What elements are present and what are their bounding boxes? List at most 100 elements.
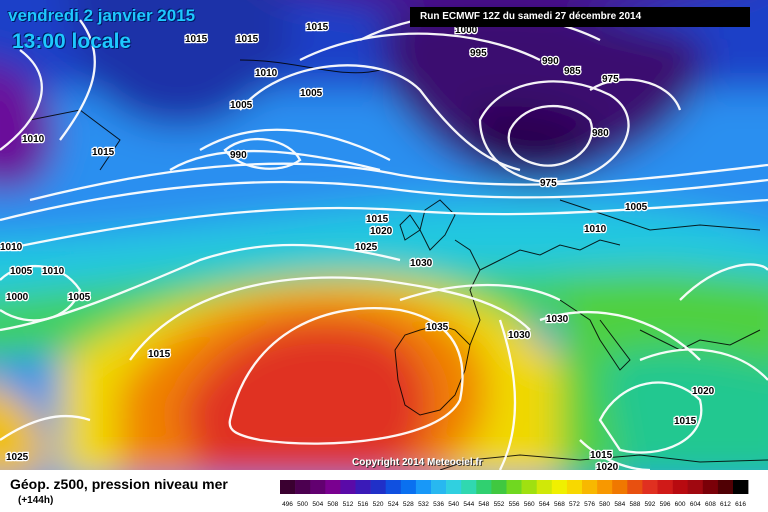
scale-label: 500 (297, 501, 308, 508)
scale-swatch (672, 480, 688, 494)
isobar-label: 1000 (6, 292, 29, 303)
isobar-label: 1015 (148, 349, 171, 360)
isobar-label: 1020 (596, 462, 619, 470)
scale-label: 544 (463, 501, 474, 508)
scale-swatch (551, 480, 568, 494)
scale-label: 596 (660, 501, 671, 508)
isobar-label: 975 (602, 74, 619, 85)
scale-swatch (657, 480, 673, 494)
scale-swatch (733, 480, 749, 494)
isobar-label: 990 (542, 56, 559, 67)
scale-label: 616 (735, 501, 746, 508)
scale-swatch (431, 480, 447, 494)
scale-swatch (536, 480, 553, 494)
scale-swatch (491, 480, 507, 494)
scale-label: 612 (720, 501, 731, 508)
scale-label: 580 (599, 501, 610, 508)
scale-swatch (370, 480, 386, 494)
scale-label: 532 (418, 501, 429, 508)
isobar-label: 1025 (355, 242, 378, 253)
scale-swatch (582, 480, 598, 494)
scale-swatch (340, 480, 356, 494)
scale-label: 508 (327, 501, 338, 508)
forecast-time: 13:00 locale (12, 30, 132, 53)
scale-swatch (280, 480, 296, 494)
isobar-label: 995 (470, 48, 487, 59)
scale-swatch (400, 480, 417, 494)
scale-label: 564 (539, 501, 550, 508)
weather-map: 1015 1015 1015 1000 995 990 985 975 980 … (0, 0, 768, 470)
scale-label: 496 (282, 501, 293, 508)
scale-label: 504 (312, 501, 323, 508)
legend-bar: Géop. z500, pression niveau mer (+144h) … (0, 470, 768, 512)
scale-label: 548 (478, 501, 489, 508)
scale-swatch (295, 480, 311, 494)
forecast-date: vendredi 2 janvier 2015 (8, 6, 196, 25)
scale-swatch (597, 480, 613, 494)
scale-label: 528 (403, 501, 414, 508)
scale-swatch (476, 480, 492, 494)
scale-label: 604 (690, 501, 701, 508)
scale-swatch (717, 480, 734, 494)
scale-swatch (461, 480, 477, 494)
variable-label: Géop. z500, pression niveau mer (10, 476, 228, 492)
isobars (0, 12, 768, 470)
scale-label: 512 (343, 501, 354, 508)
scale-label: 540 (448, 501, 459, 508)
isobar-label: 1015 (590, 450, 613, 461)
scale-swatch (612, 480, 628, 494)
scale-label: 524 (388, 501, 399, 508)
scale-label: 600 (675, 501, 686, 508)
scale-label: 588 (629, 501, 640, 508)
isobar-label: 1010 (0, 242, 23, 253)
run-info: Run ECMWF 12Z du samedi 27 décembre 2014 (410, 7, 750, 27)
scale-swatch (566, 480, 583, 494)
isobar-label: 1000 (455, 25, 478, 36)
scale-swatch (446, 480, 462, 494)
isobar-label: 980 (592, 128, 609, 139)
isobar-label: 1005 (300, 88, 323, 99)
isobar-label: 1015 (92, 147, 115, 158)
isobar-label: 1005 (230, 100, 253, 111)
isobar-label: 1020 (370, 226, 393, 237)
scale-swatch (310, 480, 326, 494)
isobar-label: 1030 (410, 258, 433, 269)
scale-swatch (355, 480, 371, 494)
coastlines (29, 59, 768, 470)
isobar-label: 1030 (546, 314, 569, 325)
isobar-label: 1010 (42, 266, 65, 277)
isobar-label: 975 (540, 178, 557, 189)
scale-swatch (627, 480, 643, 494)
isobar-label: 1035 (426, 322, 449, 333)
isobar-label: 1005 (68, 292, 91, 303)
scale-swatch (687, 480, 704, 494)
scale-swatch (642, 480, 658, 494)
scale-swatch (325, 480, 341, 494)
scale-label: 552 (494, 501, 505, 508)
color-scale: 496 500 504 508 512 516 520 524 528 532 536 540 544 5… (280, 480, 749, 508)
scale-swatch (521, 480, 537, 494)
scale-label: 576 (584, 501, 595, 508)
isobar-label: 990 (230, 150, 247, 161)
isobar-label: 1010 (22, 134, 45, 145)
isobar-label: 1025 (6, 452, 29, 463)
scale-label: 608 (705, 501, 716, 508)
scale-label: 516 (358, 501, 369, 508)
scale-label: 584 (614, 501, 625, 508)
isobar-label: 1020 (692, 386, 715, 397)
isobar-label: 985 (564, 66, 581, 77)
isobar-label: 1010 (255, 68, 278, 79)
scale-swatch (506, 480, 522, 494)
isobar-label: 1005 (625, 202, 648, 213)
isobar-label: 1015 (185, 34, 208, 45)
isobar-label: 1030 (508, 330, 531, 341)
scale-label: 520 (373, 501, 384, 508)
isobar-label: 1015 (674, 416, 697, 427)
scale-label: 556 (509, 501, 520, 508)
scale-label: 560 (524, 501, 535, 508)
scale-swatch (702, 480, 719, 494)
scale-label: 568 (554, 501, 565, 508)
isobar-label: 1015 (306, 22, 329, 33)
lead-time-label: (+144h) (18, 495, 54, 506)
isobar-label: 1005 (10, 266, 33, 277)
